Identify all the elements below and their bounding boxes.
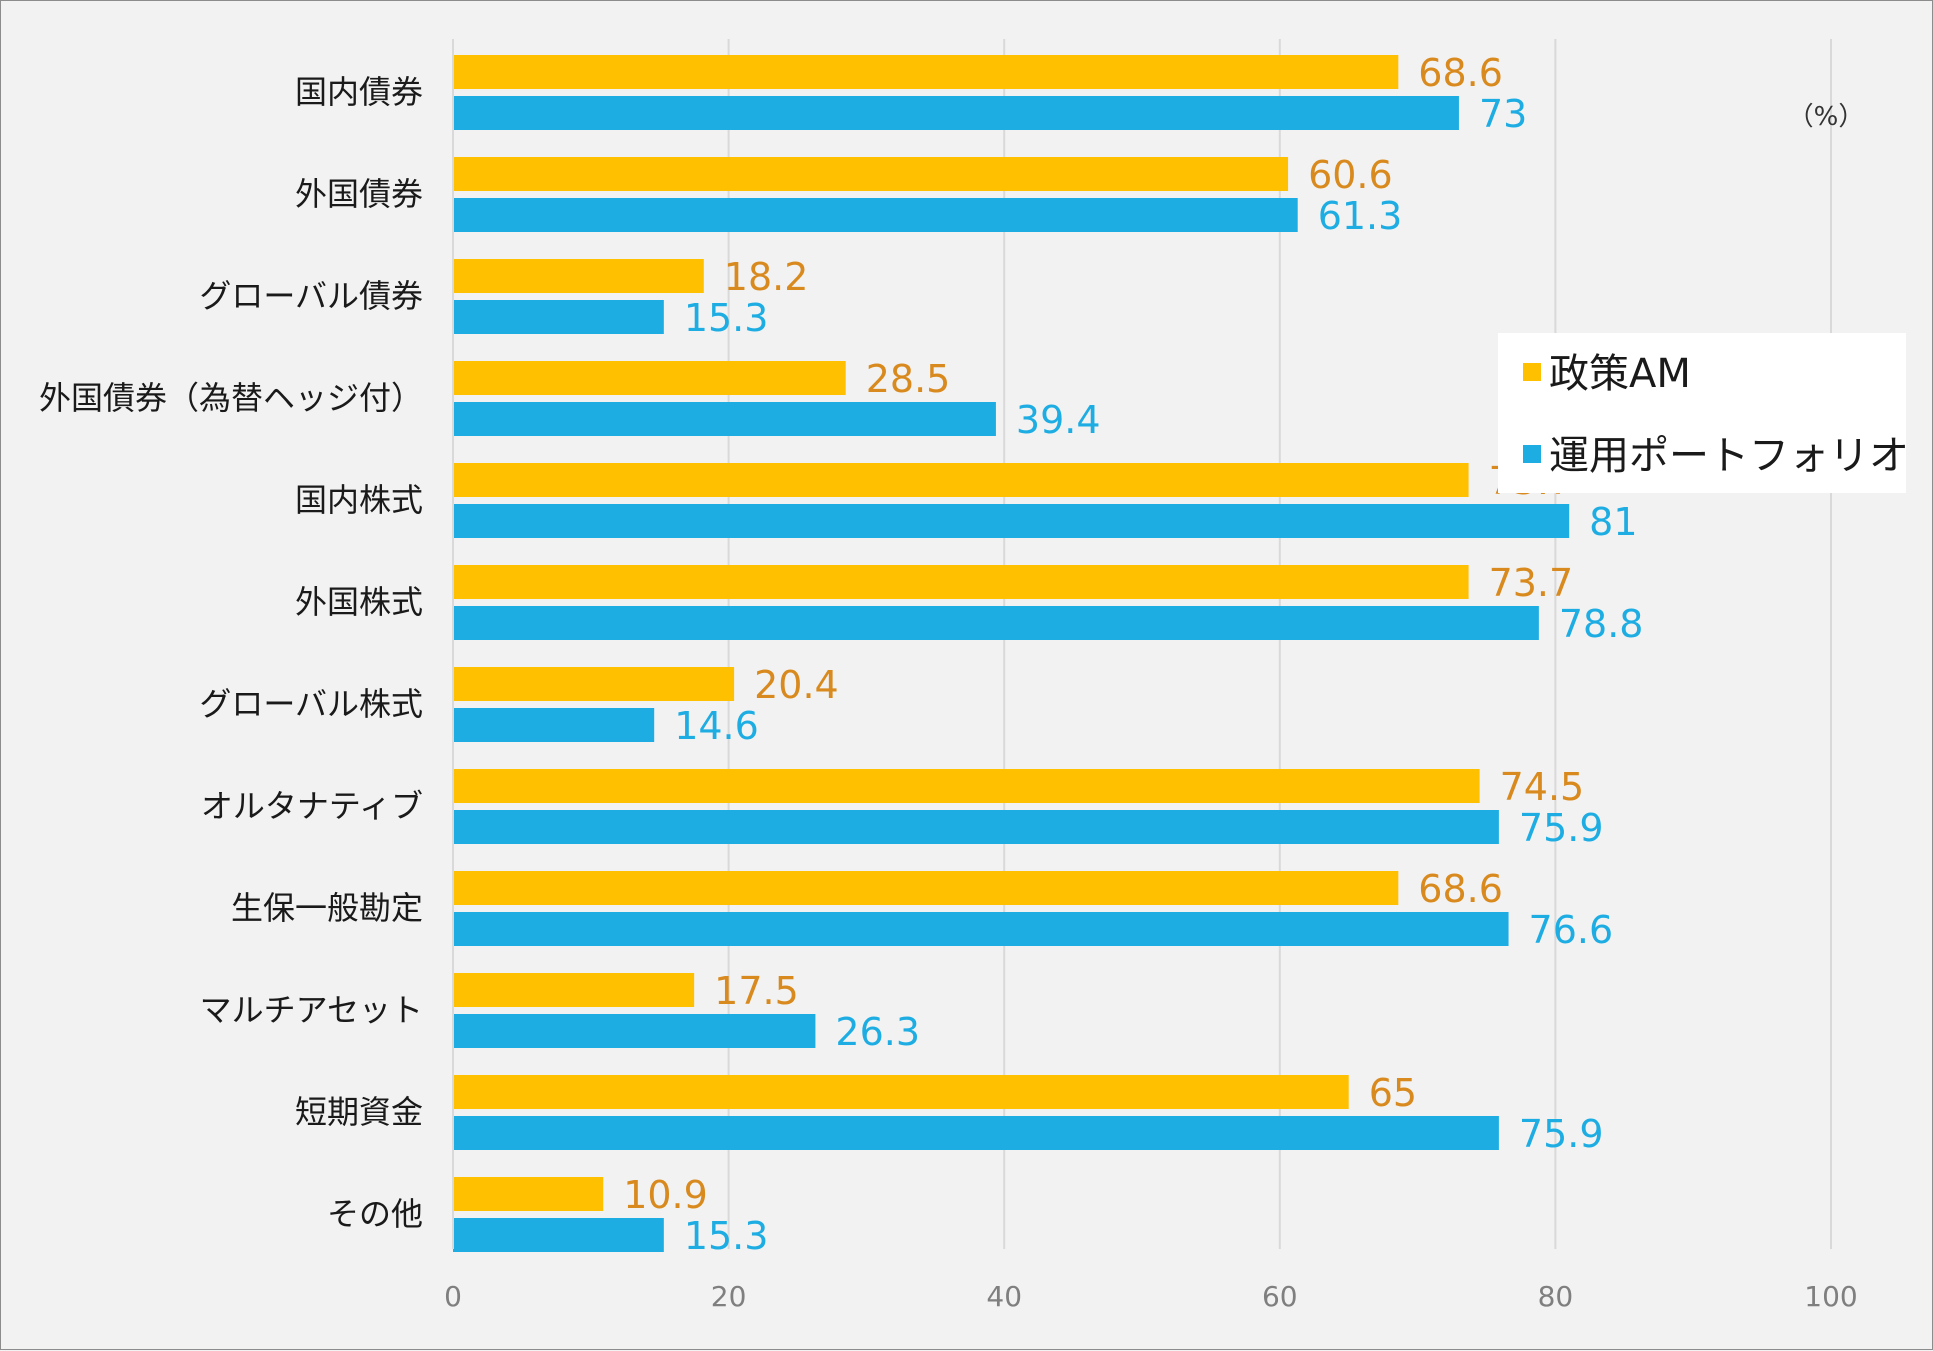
category-label: 国内債券 — [295, 73, 423, 111]
value-label-portfolio: 15.3 — [684, 296, 769, 340]
bar-portfolio — [453, 810, 1499, 844]
category-label: マルチアセット — [200, 991, 423, 1029]
bars — [453, 55, 1570, 1252]
bar-portfolio — [453, 504, 1570, 538]
value-label-policy-am: 10.9 — [623, 1173, 708, 1217]
bar-policy-am — [453, 769, 1480, 803]
category-label: オルタナティブ — [201, 787, 423, 825]
bar-policy-am — [453, 361, 846, 395]
value-label-portfolio: 73 — [1479, 92, 1527, 136]
value-label-policy-am: 18.2 — [724, 255, 809, 299]
value-label-portfolio: 61.3 — [1318, 194, 1403, 238]
bar-portfolio — [453, 708, 655, 742]
bar-portfolio — [453, 606, 1539, 640]
legend-label-policy-am: 政策AM — [1549, 351, 1691, 397]
category-label: 外国債券 — [295, 175, 423, 213]
value-label-portfolio: 75.9 — [1519, 806, 1604, 850]
value-label-portfolio: 78.8 — [1559, 602, 1644, 646]
legend-box — [1498, 333, 1906, 493]
category-label: 外国債券（為替ヘッジ付） — [39, 379, 423, 417]
value-label-policy-am: 17.5 — [714, 969, 799, 1013]
bar-portfolio — [453, 198, 1298, 232]
value-label-policy-am: 60.6 — [1308, 153, 1393, 197]
category-label: 外国株式 — [295, 583, 423, 621]
value-label-policy-am: 28.5 — [866, 357, 951, 401]
bar-policy-am — [453, 463, 1469, 497]
legend-swatch-portfolio — [1523, 445, 1541, 463]
x-tick-label: 100 — [1804, 1280, 1857, 1313]
value-label-policy-am: 68.6 — [1418, 867, 1503, 911]
x-tick-label: 60 — [1262, 1280, 1298, 1313]
category-label: グローバル債券 — [199, 277, 423, 315]
bar-policy-am — [453, 973, 695, 1007]
value-label-portfolio: 81 — [1589, 500, 1637, 544]
value-label-policy-am: 20.4 — [754, 663, 839, 707]
category-label: 短期資金 — [295, 1093, 423, 1131]
value-label-policy-am: 73.7 — [1489, 561, 1574, 605]
category-label: グローバル株式 — [199, 685, 423, 723]
x-tick-label: 40 — [986, 1280, 1022, 1313]
category-label: 生保一般勘定 — [231, 889, 423, 927]
value-label-policy-am: 65 — [1369, 1071, 1417, 1115]
value-label-policy-am: 68.6 — [1418, 51, 1503, 95]
bar-policy-am — [453, 1075, 1349, 1109]
x-tick-label: 20 — [711, 1280, 747, 1313]
bar-portfolio — [453, 96, 1459, 130]
category-label: その他 — [327, 1195, 423, 1233]
category-label: 国内株式 — [295, 481, 423, 519]
bar-policy-am — [453, 55, 1399, 89]
bar-portfolio — [453, 1116, 1499, 1150]
bar-policy-am — [453, 565, 1469, 599]
bar-policy-am — [453, 259, 704, 293]
bar-policy-am — [453, 157, 1289, 191]
legend-label-portfolio: 運用ポートフォリオ — [1549, 433, 1909, 479]
bar-policy-am — [453, 667, 735, 701]
bar-portfolio — [453, 300, 664, 334]
value-label-portfolio: 75.9 — [1519, 1112, 1604, 1156]
value-label-portfolio: 14.6 — [674, 704, 759, 748]
bar-portfolio — [453, 1014, 816, 1048]
legend: 政策AM 運用ポートフォリオ — [1498, 333, 1909, 493]
value-label-policy-am: 74.5 — [1500, 765, 1585, 809]
x-tick-label: 0 — [444, 1280, 462, 1313]
unit-label: （%） — [1788, 102, 1865, 132]
x-tick-label: 80 — [1538, 1280, 1574, 1313]
value-label-portfolio: 76.6 — [1529, 908, 1614, 952]
value-label-portfolio: 39.4 — [1016, 398, 1101, 442]
value-label-portfolio: 15.3 — [684, 1214, 769, 1258]
bar-policy-am — [453, 871, 1399, 905]
legend-swatch-policy-am — [1523, 363, 1541, 381]
bar-policy-am — [453, 1177, 604, 1211]
bar-portfolio — [453, 402, 996, 436]
value-label-portfolio: 26.3 — [835, 1010, 920, 1054]
bar-portfolio — [453, 912, 1509, 946]
bar-portfolio — [453, 1218, 664, 1252]
